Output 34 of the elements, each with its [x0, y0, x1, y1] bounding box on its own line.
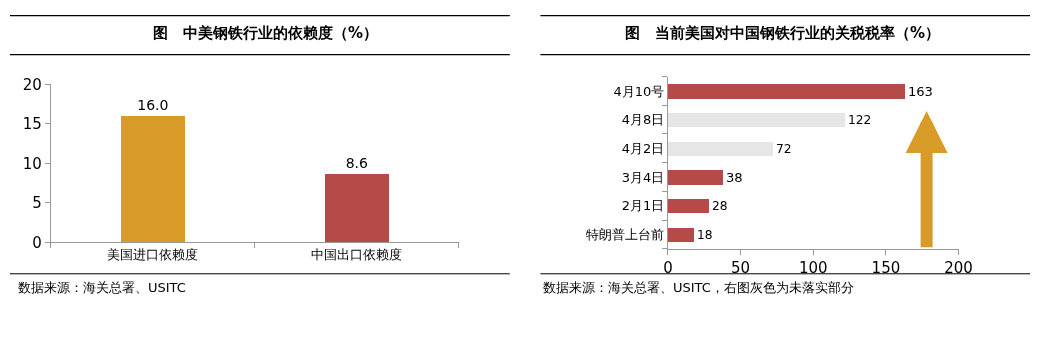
- data-label: 18: [696, 227, 713, 242]
- bar: [667, 83, 905, 99]
- y-tick-label: 20: [22, 75, 42, 94]
- y-tick-label: 4月8日: [621, 112, 665, 128]
- y-tick-label: 2月1日: [621, 198, 665, 214]
- x-tick-label: 50: [731, 258, 751, 277]
- y-tick-label: 15: [22, 115, 42, 134]
- source-note: 数据来源：海关总署、USITC: [18, 280, 186, 295]
- source-note: 数据来源：海关总署、USITC，右图灰色为未落实部分: [543, 280, 854, 295]
- data-label: 8.6: [345, 155, 368, 172]
- y-tick-label: 4月10号: [613, 83, 665, 99]
- bar: [667, 198, 709, 213]
- bar: [667, 227, 694, 242]
- bar: [667, 112, 845, 127]
- data-label: 16.0: [137, 97, 169, 114]
- x-tick-label: 100: [798, 258, 828, 277]
- chart-title: 图 当前美国对中国钢铁行业的关税税率（%）: [625, 24, 941, 42]
- bar: [667, 169, 723, 185]
- data-label: 38: [725, 169, 743, 185]
- chart-title: 图 中美钢铁行业的依赖度（%）: [153, 24, 379, 42]
- y-tick-label: 4月2日: [621, 140, 665, 156]
- data-label: 28: [711, 198, 728, 213]
- x-tick-label: 150: [871, 258, 901, 277]
- y-tick-label: 5: [32, 194, 42, 213]
- x-tick-label: 中国出口依赖度: [311, 247, 403, 263]
- x-tick-label: 200: [944, 258, 973, 277]
- y-tick-label: 特朗普上台前: [586, 226, 665, 242]
- y-tick-label: 10: [22, 154, 42, 173]
- data-label: 122: [847, 112, 872, 127]
- data-label: 72: [775, 141, 792, 156]
- bar: [667, 141, 773, 156]
- y-tick-label: 3月4日: [621, 169, 665, 185]
- x-tick-label: 美国进口依赖度: [107, 247, 199, 263]
- data-label: 163: [907, 83, 933, 99]
